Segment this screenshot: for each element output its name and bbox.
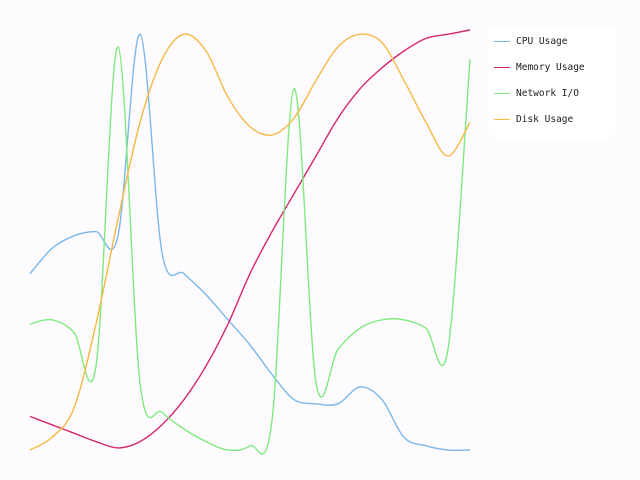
legend-label-memory-usage: Memory Usage [516, 61, 585, 73]
series-layer [29, 29, 471, 455]
series-line-cpu-usage [29, 33, 471, 452]
legend-label-network-io: Network I/O [516, 87, 579, 99]
legend-item-network-io: Network I/O [494, 80, 610, 106]
legend: CPU Usage Memory Usage Network I/O Disk … [488, 26, 616, 138]
legend-item-disk-usage: Disk Usage [494, 106, 610, 132]
legend-swatch-cpu-usage [494, 40, 510, 42]
series-line-memory-usage [29, 29, 471, 449]
legend-item-cpu-usage: CPU Usage [494, 28, 610, 54]
legend-swatch-disk-usage [494, 118, 510, 120]
legend-label-disk-usage: Disk Usage [516, 113, 574, 125]
legend-label-cpu-usage: CPU Usage [516, 35, 568, 47]
legend-swatch-network-io [494, 92, 510, 94]
series-line-disk-usage [29, 33, 471, 451]
series-line-network-i-o [29, 46, 471, 455]
legend-item-memory-usage: Memory Usage [494, 54, 610, 80]
legend-swatch-memory-usage [494, 66, 510, 68]
